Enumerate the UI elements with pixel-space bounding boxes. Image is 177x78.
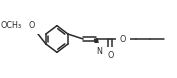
Text: N: N (96, 47, 102, 56)
Text: O: O (107, 51, 113, 60)
Text: O: O (120, 34, 126, 44)
Text: OCH₃: OCH₃ (0, 21, 21, 30)
Text: O: O (28, 21, 35, 30)
